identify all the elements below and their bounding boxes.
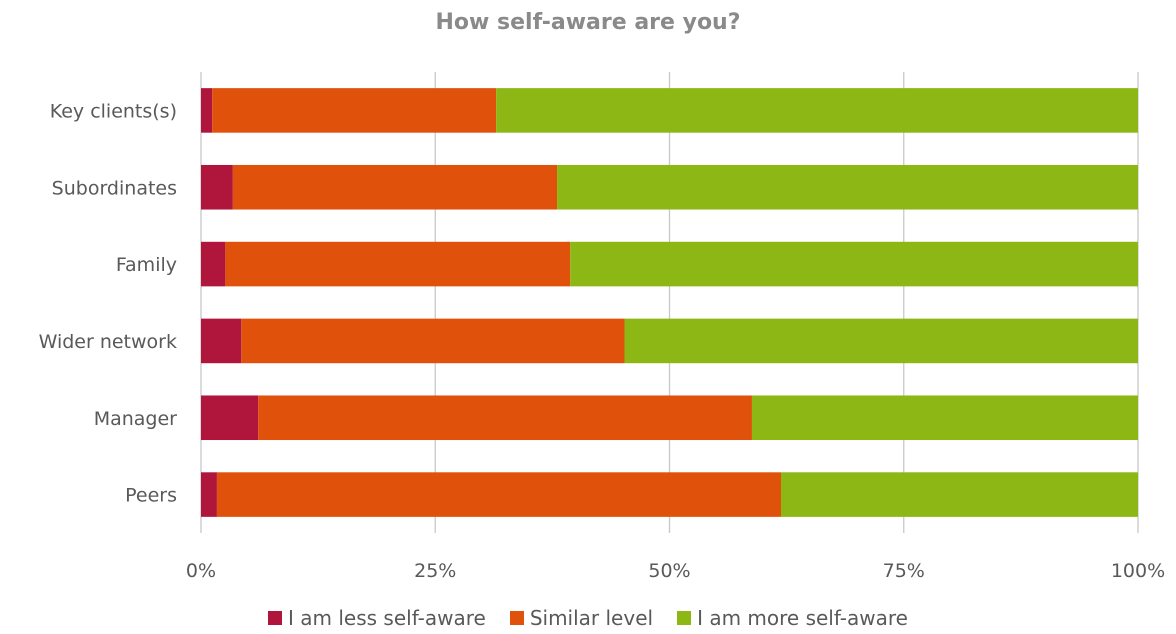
y-tick-label-3: Wider network (39, 331, 177, 353)
y-tick-label-5: Peers (125, 485, 177, 507)
legend-label-1: Similar level (529, 606, 654, 630)
x-tick-label-1: 25% (414, 560, 456, 582)
y-tick-label-1: Subordinates (52, 177, 177, 199)
bar-4-2 (751, 395, 1138, 441)
bar-0-2 (496, 88, 1138, 133)
bar-3-0 (201, 318, 242, 364)
bar-1-1 (232, 164, 558, 210)
x-tick-label-0: 0% (186, 560, 216, 582)
bar-3-2 (624, 318, 1138, 364)
x-tick-label-3: 75% (883, 560, 925, 582)
bar-4-1 (258, 395, 752, 441)
legend-item-1: Similar level (509, 606, 654, 630)
plot-area: Key clients(s) Subordinates Family Wider ne… (39, 72, 1165, 582)
bar-0-1 (212, 88, 497, 133)
legend-swatch-2 (677, 611, 692, 625)
legend-swatch-0 (268, 611, 282, 625)
bar-5-1 (216, 472, 782, 517)
legend-label-0: I am less self-aware (288, 606, 486, 630)
bar-1-2 (557, 164, 1138, 210)
bar-5-0 (201, 472, 217, 517)
bar-1-0 (201, 164, 233, 210)
y-tick-label-4: Manager (94, 408, 177, 430)
legend-item-0: I am less self-aware (268, 606, 486, 630)
bar-3-1 (241, 318, 625, 364)
legend-item-2: I am more self-aware (677, 606, 908, 630)
bar-5-2 (781, 472, 1138, 517)
chart-title: How self-aware are you? (435, 10, 741, 35)
bar-2-2 (570, 241, 1138, 287)
bar-2-0 (201, 241, 226, 287)
y-tick-label-0: Key clients(s) (50, 100, 177, 122)
legend-swatch-1 (509, 611, 524, 625)
legend-label-2: I am more self-aware (697, 606, 908, 630)
bar-4-0 (201, 395, 259, 441)
bar-0-0 (201, 88, 213, 133)
bar-2-1 (225, 241, 571, 287)
legend: I am less self-aware Similar level I am mo… (0, 606, 1176, 630)
x-tick-label-4: 100% (1111, 560, 1165, 582)
x-tick-label-2: 50% (648, 560, 690, 582)
y-tick-label-2: Family (116, 254, 177, 276)
